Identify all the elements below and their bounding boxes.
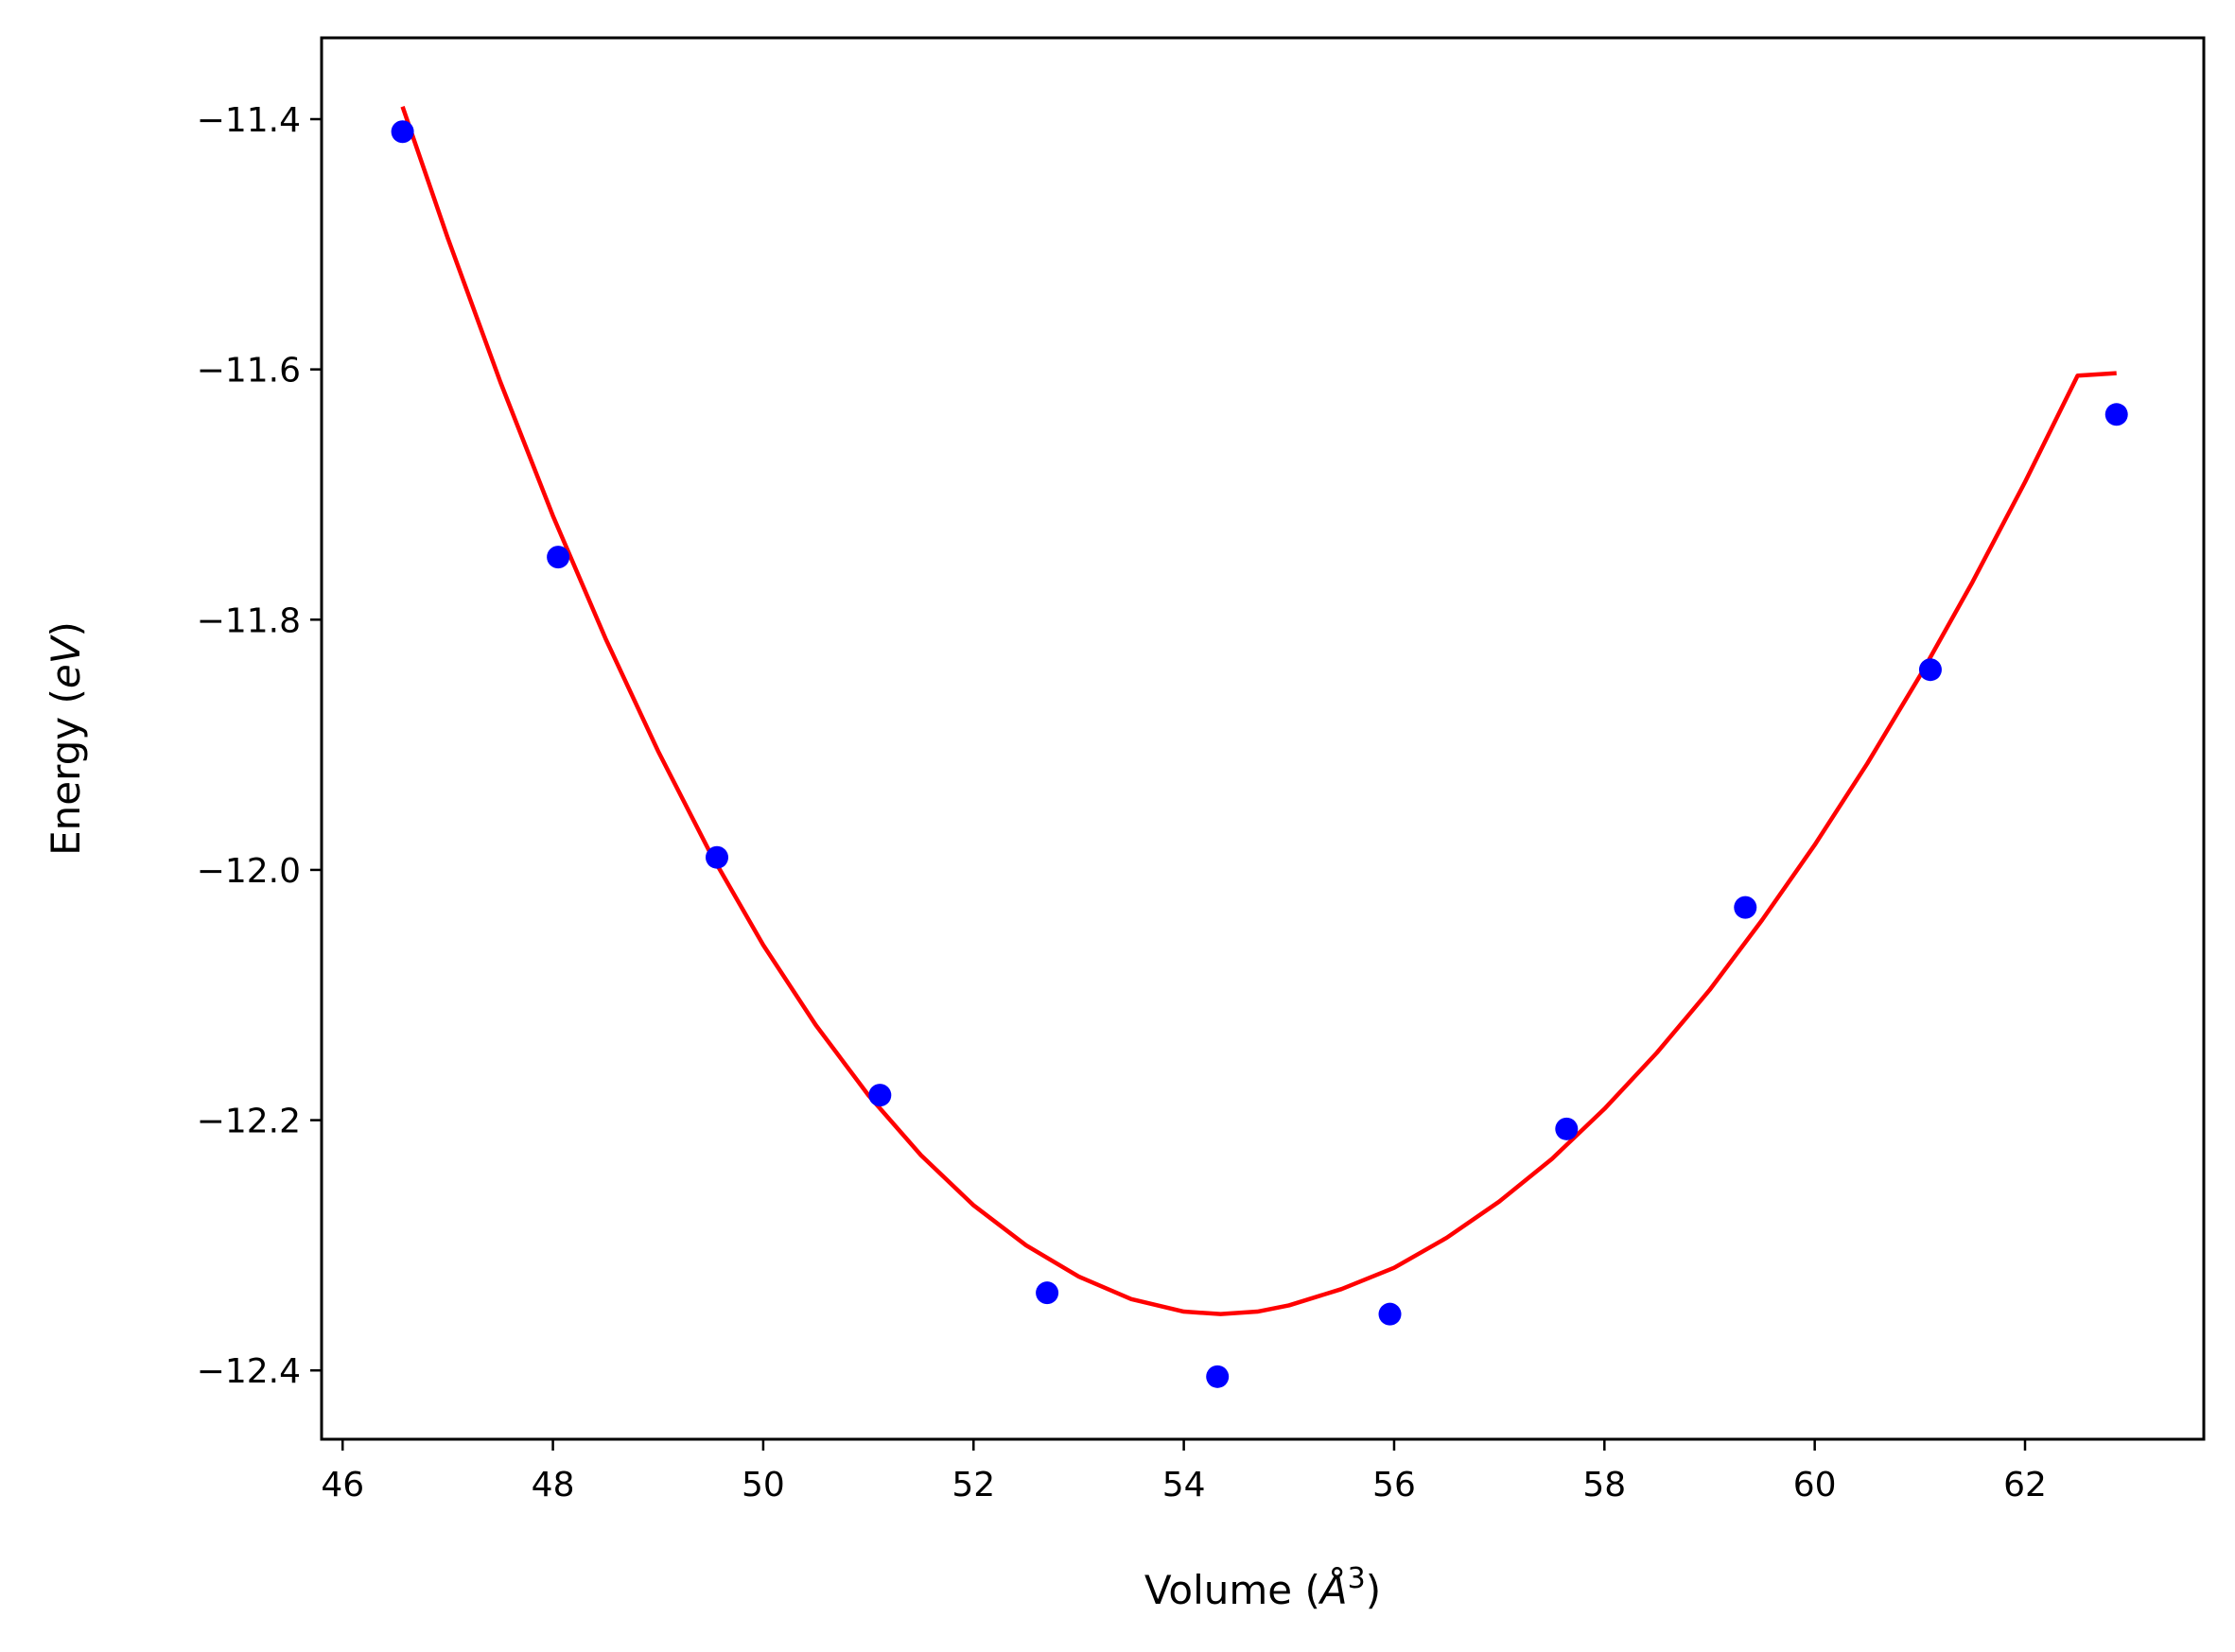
data-point [2104, 403, 2128, 426]
data-point [547, 546, 570, 569]
y-tick-label: −12.4 [197, 1352, 301, 1391]
x-tick-label: 58 [1582, 1466, 1626, 1504]
y-tick-label: −12.0 [197, 852, 301, 891]
fit-curve-line [400, 106, 2117, 1316]
x-tick-label: 48 [532, 1466, 575, 1504]
x-tick-label: 62 [2003, 1466, 2047, 1504]
data-point [1378, 1302, 1402, 1326]
axes-frame [320, 36, 2206, 1441]
x-tick-label: 60 [1793, 1466, 1837, 1504]
y-axis-label: Energy (eV) [43, 621, 89, 856]
data-point [1555, 1117, 1579, 1140]
x-axis: 46 48 50 52 54 56 58 60 62 [321, 1439, 2047, 1504]
x-tick-label: 50 [742, 1466, 785, 1504]
x-axis-label: Volume (Å3) [1144, 1562, 1381, 1614]
y-tick-label: −12.2 [197, 1103, 301, 1141]
y-axis: −11.4 −11.6 −11.8 −12.0 −12.2 −12.4 [197, 101, 322, 1391]
y-tick-label: −11.6 [197, 352, 301, 391]
y-tick-label: −11.4 [197, 101, 301, 140]
data-point [706, 845, 729, 869]
data-point [1918, 658, 1942, 682]
data-point [1206, 1365, 1230, 1388]
x-tick-label: 54 [1162, 1466, 1206, 1504]
x-tick-label: 52 [952, 1466, 995, 1504]
data-point [1734, 896, 1757, 919]
data-point [391, 120, 414, 144]
y-tick-label: −11.8 [197, 601, 301, 640]
data-point [868, 1084, 892, 1107]
data-point [1036, 1281, 1059, 1305]
x-tick-label: 56 [1372, 1466, 1416, 1504]
plot-area [391, 106, 2128, 1388]
x-tick-label: 46 [321, 1466, 364, 1504]
